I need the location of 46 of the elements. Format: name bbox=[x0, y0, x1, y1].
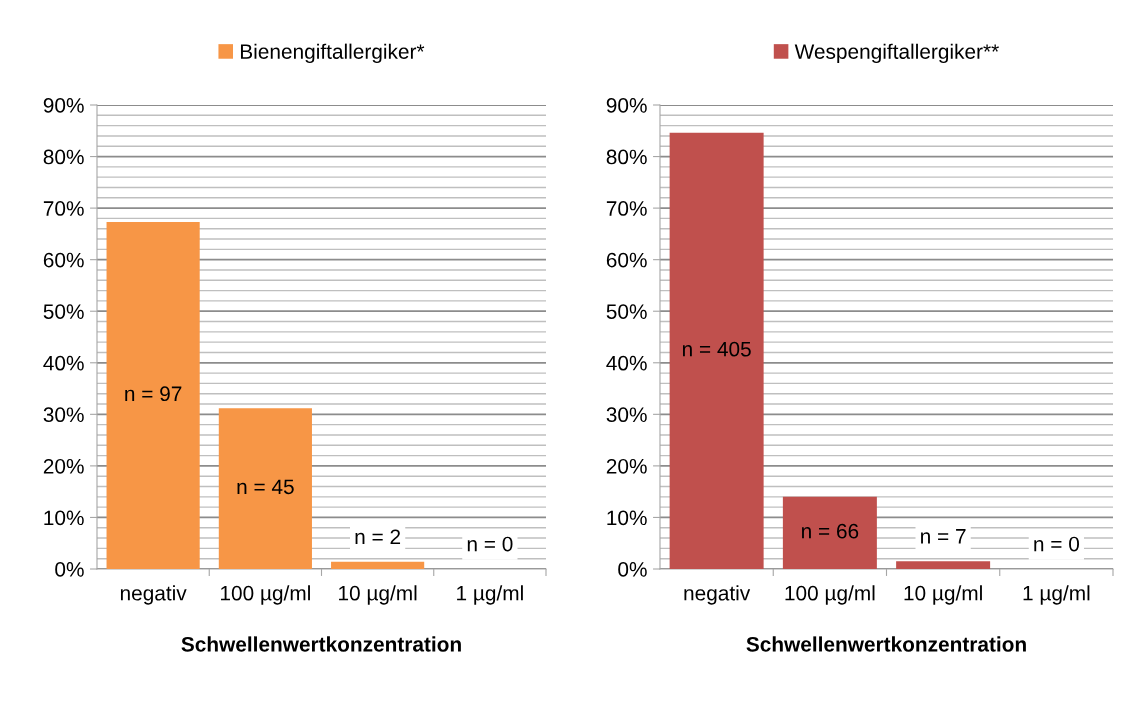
y-tick-label: 30% bbox=[606, 407, 647, 423]
annotation: n = 2 bbox=[355, 529, 401, 544]
annotation: n = 405 bbox=[682, 341, 751, 357]
annotation: n = 7 bbox=[921, 529, 966, 544]
y-tick-label: 70% bbox=[43, 201, 84, 216]
y-tick-label: 0% bbox=[55, 562, 84, 577]
y-tick-label: 60% bbox=[43, 252, 84, 268]
annotation: n = 45 bbox=[237, 479, 294, 495]
x-tick-label: negativ bbox=[684, 585, 751, 605]
x-tick-label: 1 µg/ml bbox=[1023, 585, 1090, 605]
y-tick-label: 30% bbox=[43, 407, 84, 423]
y-tick-label: 80% bbox=[43, 149, 84, 165]
x-tick-label: 10 µg/ml bbox=[339, 585, 417, 605]
y-tick-label: 90% bbox=[43, 98, 84, 113]
y-tick-label: 90% bbox=[606, 98, 647, 113]
x-axis-title: Schwellenwertkonzentration bbox=[181, 636, 461, 652]
y-tick-label: 60% bbox=[606, 252, 647, 268]
legend-label: Bienengiftallergiker* bbox=[240, 43, 425, 64]
y-tick-label: 40% bbox=[43, 355, 84, 371]
annotation: n = 0 bbox=[1034, 536, 1080, 552]
y-tick-label: 70% bbox=[606, 201, 647, 216]
x-tick-label: 10 µg/ml bbox=[904, 585, 982, 605]
bar bbox=[782, 496, 877, 569]
annotation: n = 97 bbox=[125, 386, 182, 402]
x-axis-title: Schwellenwertkonzentration bbox=[746, 636, 1026, 652]
bar bbox=[669, 132, 764, 569]
y-tick-label: 20% bbox=[606, 458, 647, 474]
x-tick-label: 1 µg/ml bbox=[457, 585, 523, 605]
y-tick-label: 10% bbox=[607, 510, 647, 526]
annotation: n = 0 bbox=[467, 536, 513, 552]
y-tick-label: 80% bbox=[606, 149, 647, 165]
y-tick-label: 40% bbox=[606, 355, 647, 371]
x-tick-label: 100 µg/ml bbox=[785, 585, 875, 605]
y-tick-label: 20% bbox=[43, 458, 84, 474]
bar bbox=[331, 561, 425, 569]
bar bbox=[106, 222, 200, 569]
annotation: n = 66 bbox=[802, 523, 859, 539]
bar bbox=[218, 408, 312, 569]
bar bbox=[896, 561, 991, 569]
y-tick-label: 50% bbox=[606, 304, 647, 319]
x-tick-label: negativ bbox=[120, 585, 187, 605]
legend-label: Wespengiftallergiker** bbox=[794, 43, 999, 64]
y-tick-label: 50% bbox=[43, 304, 84, 319]
y-tick-label: 0% bbox=[618, 562, 647, 577]
y-tick-label: 10% bbox=[44, 510, 84, 526]
x-tick-label: 100 µg/ml bbox=[221, 585, 310, 605]
